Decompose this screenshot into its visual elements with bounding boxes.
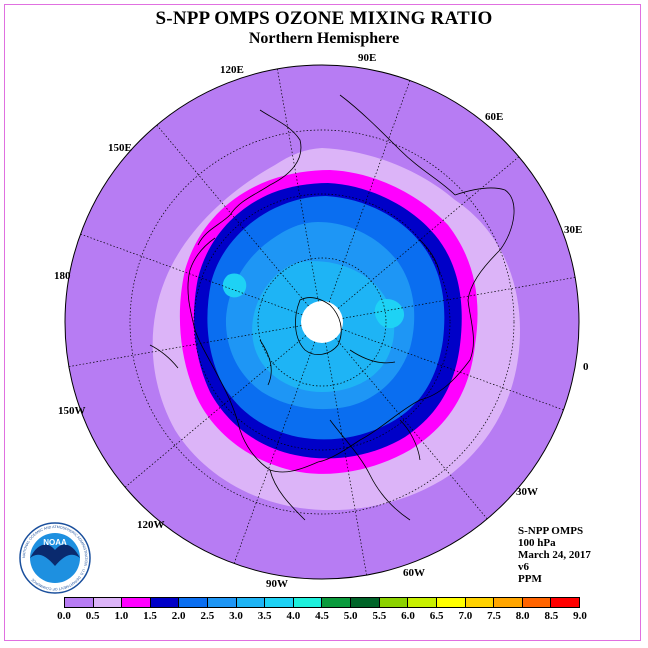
meridian-line [68, 325, 302, 367]
colorbar-bin [65, 598, 94, 607]
lon-label-30e: 30E [564, 224, 582, 236]
graticule [68, 68, 576, 576]
colorbar-bin [379, 598, 409, 607]
colorbar-bin [408, 598, 437, 607]
latitude-circle [257, 257, 387, 387]
info-level: 100 hPa [518, 537, 556, 549]
contour-3.5b [374, 298, 405, 329]
colorbar-tick-label: 8.5 [544, 610, 559, 622]
latitude-circle [129, 129, 515, 515]
lon-label-150w: 150W [58, 405, 86, 417]
meridian-line [277, 68, 319, 302]
figure-frame [4, 4, 641, 641]
colorbar-tick-label: 7.5 [487, 610, 501, 622]
colorbar-tick-label: 1.0 [114, 610, 129, 622]
colorbar-ticks: 0.0 0.5 1.0 1.5 2.0 2.5 3.0 3.5 4.0 4.5 5.0 5.5 6.0 6… [57, 610, 587, 624]
meridian-line [325, 342, 367, 576]
colorbar-bin [150, 598, 180, 607]
logo-bird [30, 544, 80, 566]
colorbar-tick-label: 0.0 [57, 610, 71, 622]
lon-label-60w: 60W [403, 567, 425, 579]
meridian-line [341, 328, 564, 411]
lon-label-0: 0 [583, 361, 589, 373]
colorbar-bin [436, 598, 466, 607]
lon-label-90w: 90W [266, 578, 288, 590]
latitude-circle [193, 193, 451, 451]
colorbar-tick-label: 1.5 [143, 610, 157, 622]
lon-label-90e: 90E [358, 52, 376, 64]
colorbar-bin [293, 598, 323, 607]
colorbar-tick-label: 2.0 [171, 610, 186, 622]
colorbar-tick-label: 3.5 [257, 610, 272, 622]
colorbar-bin [322, 598, 352, 607]
noaa-logo: NOAA NATIONAL OCEANIC AND ATMOSPHERIC AD… [19, 522, 91, 594]
info-version: v6 [518, 561, 529, 573]
metadata-block: S-NPP OMPS 100 hPa March 24, 2017 v6 PPM [518, 525, 591, 585]
colorbar-tick-label: 9.0 [573, 610, 587, 622]
lon-label-150e: 150E [108, 142, 132, 154]
meridian-line [80, 233, 303, 316]
meridian-line [335, 337, 488, 520]
lon-label-30w: 30W [516, 486, 538, 498]
colorbar-bin [179, 598, 209, 607]
info-instrument: S-NPP OMPS [518, 525, 584, 537]
colorbar-tick-label: 7.0 [458, 610, 473, 622]
colorbar-bin [122, 598, 151, 607]
lon-label-120w: 120W [137, 519, 165, 531]
colorbar-tick-label: 4.5 [315, 610, 329, 622]
colorbar-tick-label: 0.5 [85, 610, 100, 622]
colorbar-tick-label: 3.0 [229, 610, 243, 622]
colorbar-bin [208, 598, 237, 607]
meridian-line [337, 156, 520, 309]
info-date: March 24, 2017 [518, 549, 591, 561]
longitude-labels: 0 30E 60E 90E 120E 150E 180 150W 120W 90… [54, 52, 589, 590]
colorbar-tick-label: 8.0 [515, 610, 530, 622]
colorbar-tick-label: 6.5 [429, 610, 444, 622]
colorbar-tick-label: 4.0 [286, 610, 301, 622]
logo-wordmark: NOAA [43, 538, 67, 547]
meridian-line [124, 335, 307, 488]
colorbar-bin [236, 598, 266, 607]
colorbar [64, 597, 580, 608]
meridian-line [342, 277, 576, 319]
colorbar-bin [93, 598, 123, 607]
polar-no-data [301, 301, 343, 343]
ozone-field [65, 65, 579, 579]
colorbar-tick-label: 5.5 [372, 610, 387, 622]
colorbar-bin [465, 598, 495, 607]
lon-label-120e: 120E [220, 64, 244, 76]
colorbar-bin [265, 598, 294, 607]
map-subtitle: Northern Hemisphere [248, 30, 400, 47]
colorbar-tick-label: 2.5 [200, 610, 215, 622]
colorbar-tick-label: 5.0 [343, 610, 358, 622]
colorbar-bin [494, 598, 523, 607]
colorbar-bin [351, 598, 380, 607]
colorbar-bin [551, 598, 579, 607]
colorbar-tick-label: 6.0 [401, 610, 415, 622]
lon-label-180: 180 [54, 270, 71, 282]
meridian-line [328, 80, 411, 303]
lon-label-60e: 60E [485, 111, 503, 123]
map-boundary [64, 64, 580, 580]
meridian-line [233, 341, 316, 564]
colorbar-bin [522, 598, 552, 607]
contour-3.5 [222, 273, 247, 298]
map-title: S-NPP OMPS OZONE MIXING RATIO [155, 8, 493, 29]
meridian-line [156, 124, 309, 307]
info-units: PPM [518, 573, 542, 585]
